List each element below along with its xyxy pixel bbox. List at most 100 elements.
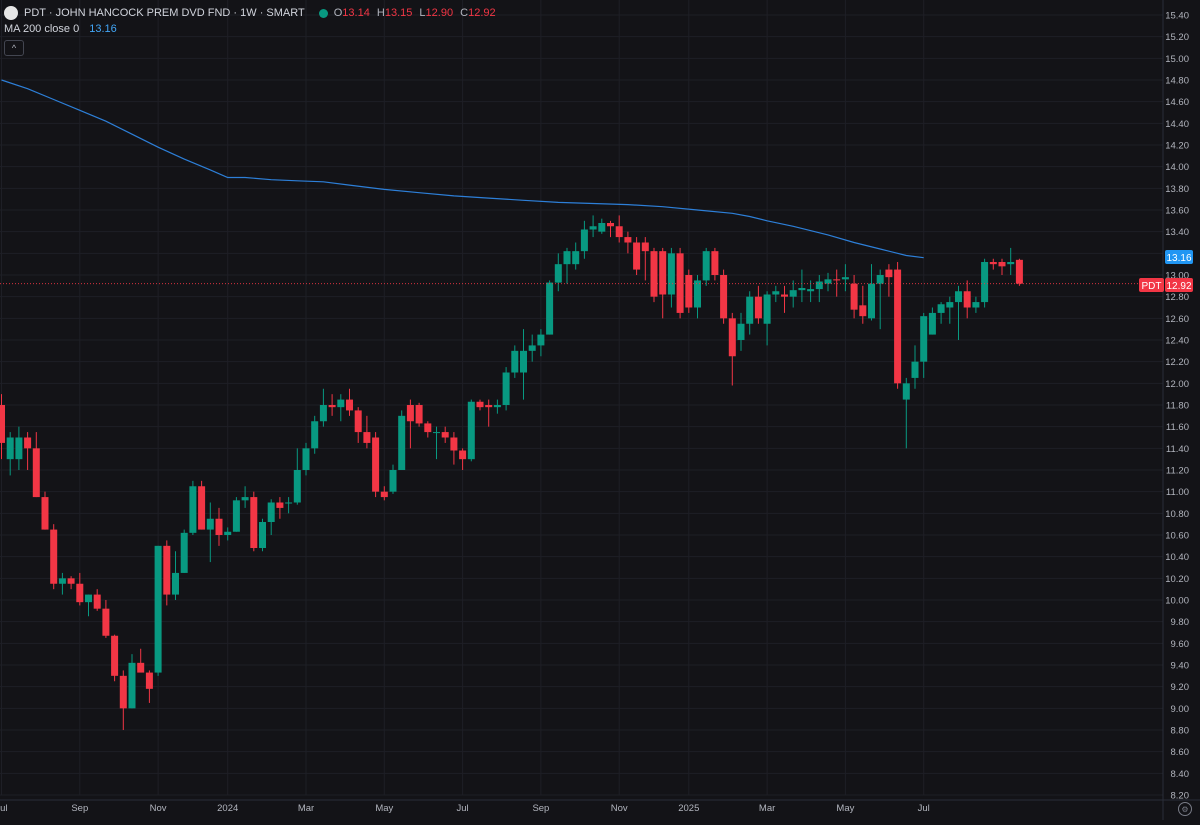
candle-body xyxy=(911,361,919,378)
settings-gear-icon[interactable]: ⚙ xyxy=(1178,802,1192,816)
moving-average xyxy=(1,79,924,259)
y-tick-label: 11.80 xyxy=(1166,401,1189,412)
candle-body xyxy=(450,437,458,451)
candle-body xyxy=(807,289,815,292)
y-tick-label: 14.40 xyxy=(1165,119,1189,130)
candle-body xyxy=(676,253,684,313)
y-tick-label: 11.20 xyxy=(1166,466,1189,477)
candle-body xyxy=(0,405,5,443)
y-tick-label: 14.20 xyxy=(1165,141,1189,152)
candle-body xyxy=(833,279,841,281)
y-tick-label: 12.40 xyxy=(1165,336,1189,347)
candle-body xyxy=(754,296,762,319)
candle-body xyxy=(528,345,536,351)
candle-body xyxy=(963,291,971,308)
candle-body xyxy=(589,226,597,230)
candle-body xyxy=(163,545,171,595)
time-axis[interactable]: Jul Sep Nov 2024 Mar May Jul Sep Nov 2025 Mar May Ju… xyxy=(0,803,930,814)
y-tick-label: 10.80 xyxy=(1165,509,1189,520)
candle-body xyxy=(363,432,371,443)
ma-indicator-value: 13.16 xyxy=(89,23,117,35)
candle-body xyxy=(441,432,449,438)
candle-body xyxy=(50,529,58,584)
y-tick-label: 12.60 xyxy=(1165,314,1189,325)
price-axis[interactable]: 8.20 8.40 8.60 8.80 9.00 9.20 9.40 9.60 9.80 10.0… xyxy=(1165,11,1189,802)
y-tick-label: 10.40 xyxy=(1165,552,1189,563)
candle-body xyxy=(380,491,388,498)
candle-body xyxy=(311,421,319,449)
candle-body xyxy=(876,275,884,284)
symbol-row[interactable]: PDT · JOHN HANCOCK PREM DVD FND · 1W · S… xyxy=(4,5,500,21)
candle-body xyxy=(841,277,849,280)
x-tick-label: Jul xyxy=(457,803,469,814)
candle-body xyxy=(659,251,667,295)
candle-body xyxy=(224,531,232,535)
candle-body xyxy=(937,304,945,313)
candle-body xyxy=(85,594,92,603)
candle-body xyxy=(598,223,606,232)
candle-body xyxy=(433,432,440,434)
candle-body xyxy=(493,405,501,408)
candle-body xyxy=(737,323,745,340)
x-tick-label: Mar xyxy=(759,803,775,814)
symbol-title[interactable]: PDT · JOHN HANCOCK PREM DVD FND · 1W · S… xyxy=(24,7,305,19)
candle-body xyxy=(702,251,710,281)
y-tick-label: 11.60 xyxy=(1166,422,1189,433)
candle-body xyxy=(798,288,806,291)
y-tick-label: 8.80 xyxy=(1171,726,1190,737)
candle-body xyxy=(6,437,14,460)
ma-price-label-bg xyxy=(1165,250,1193,264)
candle-body xyxy=(267,502,275,522)
y-tick-label: 14.80 xyxy=(1165,76,1189,87)
candle-body xyxy=(346,399,353,411)
candle-body xyxy=(232,500,240,532)
candle-body xyxy=(946,302,954,308)
x-tick-label: Nov xyxy=(150,803,167,814)
candle-body xyxy=(641,242,649,252)
x-tick-label: Sep xyxy=(532,803,549,814)
market-status-icon[interactable] xyxy=(318,8,328,18)
candle-body xyxy=(111,635,119,676)
candle-body xyxy=(850,283,858,310)
candle-body xyxy=(215,518,223,535)
candles xyxy=(0,215,1023,730)
open-label: O xyxy=(333,7,343,19)
candle-body xyxy=(1007,262,1015,265)
candle-body xyxy=(24,437,32,449)
candle-body xyxy=(137,662,145,673)
y-tick-label: 9.20 xyxy=(1171,682,1190,693)
candle-body xyxy=(815,281,823,290)
y-tick-label: 8.40 xyxy=(1171,769,1190,780)
x-tick-label: Jul xyxy=(0,803,8,814)
y-tick-label: 12.20 xyxy=(1165,357,1189,368)
candle-body xyxy=(859,305,867,317)
candle-body xyxy=(102,608,110,636)
collapse-legend-button[interactable]: ^ xyxy=(4,40,24,56)
candle-body xyxy=(607,223,614,227)
indicator-row[interactable]: MA 200 close 0 13.16 xyxy=(4,21,500,37)
candle-body xyxy=(694,280,701,308)
candle-body xyxy=(885,269,893,278)
candle-body xyxy=(746,296,754,324)
candle-body xyxy=(476,401,484,408)
symbol-logo-icon xyxy=(4,6,18,20)
symbol-price-tag: PDT xyxy=(1142,281,1162,292)
y-tick-label: 8.60 xyxy=(1171,747,1190,758)
y-tick-label: 12.80 xyxy=(1165,292,1189,303)
y-tick-label: 14.00 xyxy=(1165,162,1189,173)
open-value: 13.14 xyxy=(342,7,370,19)
candle-body xyxy=(41,497,49,530)
candle-body xyxy=(128,662,136,709)
candle-body xyxy=(354,410,362,433)
x-tick-label: May xyxy=(836,803,854,814)
y-tick-label: 9.60 xyxy=(1171,639,1190,650)
ma-indicator-label[interactable]: MA 200 close 0 xyxy=(4,23,80,35)
candle-body xyxy=(15,437,23,460)
candle-body xyxy=(76,583,84,603)
candle-body xyxy=(868,283,875,319)
candle-body xyxy=(554,264,562,283)
candle-body xyxy=(580,229,588,252)
close-value: 12.92 xyxy=(468,7,496,19)
